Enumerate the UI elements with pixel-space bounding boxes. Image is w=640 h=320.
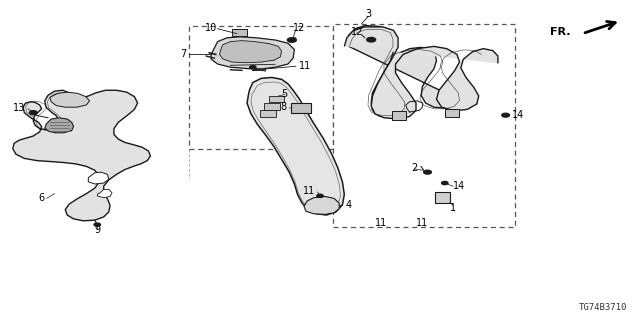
FancyBboxPatch shape (260, 110, 276, 117)
Polygon shape (45, 118, 74, 133)
Circle shape (424, 170, 431, 174)
Polygon shape (344, 27, 498, 119)
Circle shape (287, 38, 296, 42)
Text: 11: 11 (416, 218, 429, 228)
Polygon shape (211, 37, 294, 69)
Circle shape (29, 111, 37, 115)
Text: 13: 13 (13, 103, 26, 113)
Text: 12: 12 (351, 27, 364, 37)
Bar (333, 24, 515, 227)
Text: FR.: FR. (550, 27, 571, 37)
Text: 6: 6 (38, 193, 45, 204)
Polygon shape (247, 77, 344, 215)
Text: 3: 3 (365, 9, 371, 19)
Text: TG74B3710: TG74B3710 (579, 303, 627, 312)
Polygon shape (13, 90, 150, 221)
Polygon shape (97, 189, 112, 198)
Text: 9: 9 (94, 225, 100, 236)
Text: 2: 2 (411, 163, 417, 173)
Polygon shape (50, 92, 90, 107)
Circle shape (502, 113, 509, 117)
Text: 14: 14 (453, 181, 465, 191)
Text: 11: 11 (298, 61, 311, 71)
Text: 11: 11 (374, 218, 387, 228)
Text: 1: 1 (450, 203, 456, 213)
Text: 4: 4 (346, 200, 352, 211)
Text: 12: 12 (292, 23, 305, 33)
Polygon shape (220, 41, 282, 63)
Polygon shape (88, 172, 109, 184)
FancyBboxPatch shape (291, 103, 311, 113)
FancyBboxPatch shape (232, 29, 247, 36)
FancyBboxPatch shape (264, 103, 280, 110)
Text: 7: 7 (180, 49, 187, 59)
Polygon shape (346, 26, 458, 118)
Circle shape (250, 66, 256, 69)
Text: 10: 10 (205, 23, 218, 33)
Circle shape (317, 194, 323, 197)
FancyBboxPatch shape (435, 192, 450, 203)
FancyBboxPatch shape (269, 96, 284, 102)
Text: 14: 14 (512, 110, 524, 120)
FancyBboxPatch shape (392, 111, 406, 120)
FancyBboxPatch shape (445, 109, 459, 117)
Circle shape (94, 223, 100, 226)
Circle shape (367, 37, 376, 42)
Bar (189, 26, 333, 149)
Circle shape (442, 181, 448, 185)
Text: 5: 5 (282, 89, 288, 100)
Text: 11: 11 (303, 186, 315, 196)
Text: 8: 8 (280, 102, 287, 112)
Polygon shape (304, 196, 339, 214)
